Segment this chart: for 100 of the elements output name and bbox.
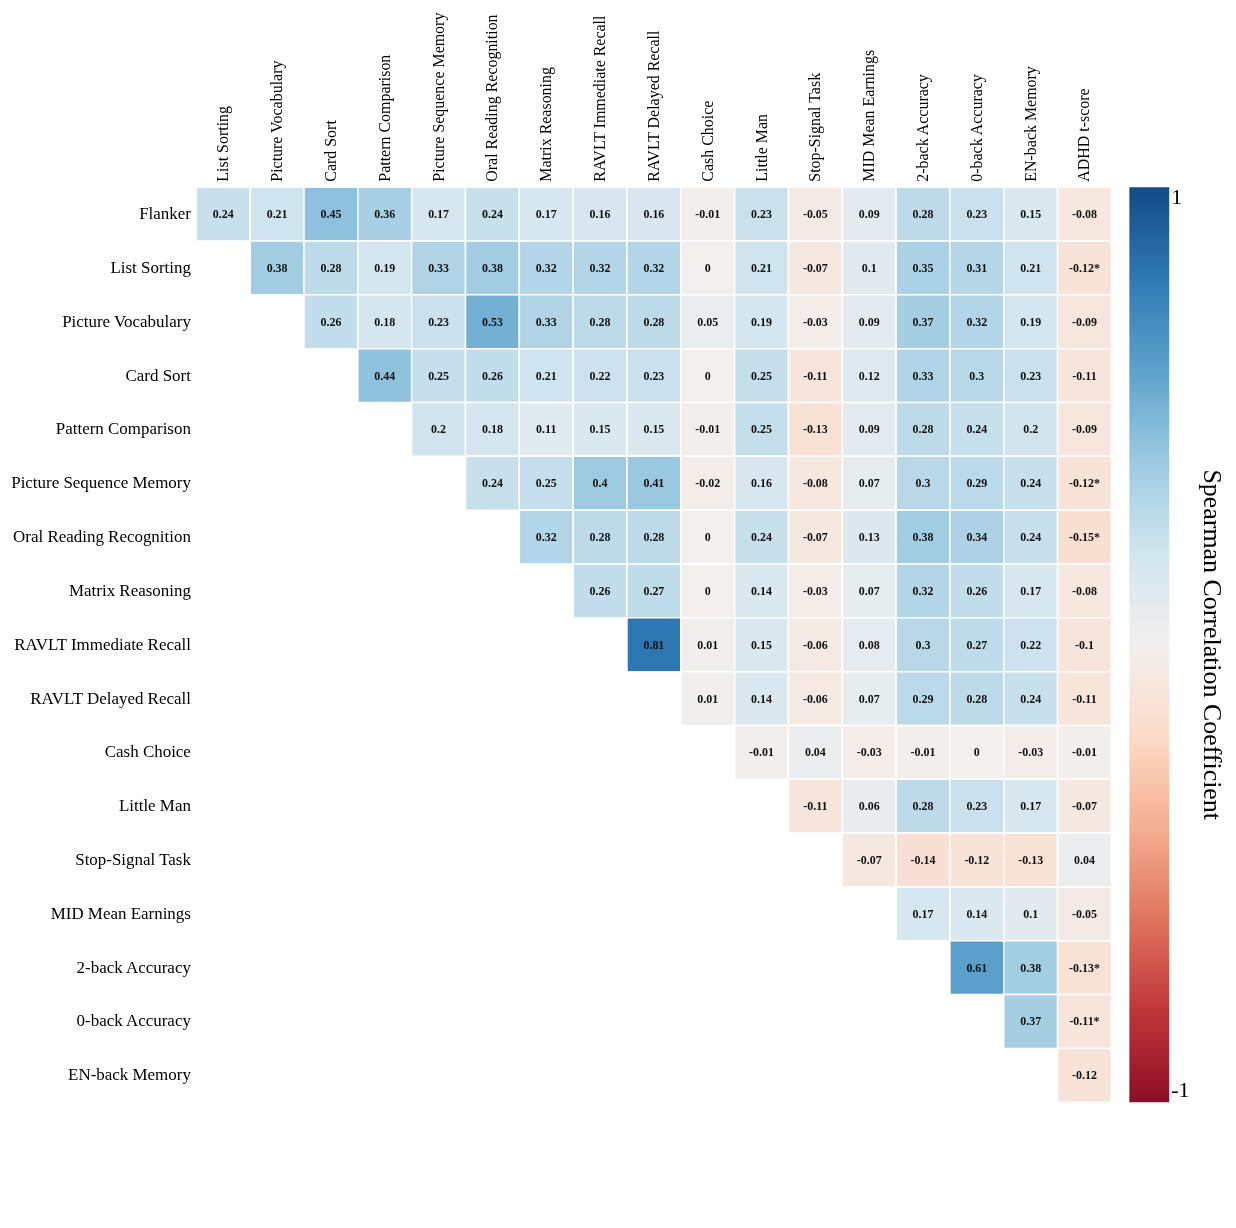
data-label: 0.14 xyxy=(966,906,988,921)
x-tick-label: ADHD t-score xyxy=(1075,88,1093,182)
data-label: 0.06 xyxy=(858,799,880,814)
data-label: 0.26 xyxy=(481,368,503,383)
color-bar-title: Spearman Correlation Coefficient xyxy=(1198,469,1228,821)
y-tick-label: 0-back Accuracy xyxy=(76,1011,192,1031)
data-label: 0.38 xyxy=(266,260,288,275)
data-label: -0.07 xyxy=(1072,799,1097,814)
data-label: -0.06 xyxy=(802,637,828,652)
data-label: 0.32 xyxy=(589,260,611,275)
x-tick-label: Stop-Signal Task xyxy=(806,72,825,182)
y-tick-label: Pattern Comparison xyxy=(55,419,192,439)
data-label: -0.07 xyxy=(802,530,828,545)
data-label: 0.41 xyxy=(643,476,665,491)
data-label: 0.24 xyxy=(1020,476,1042,491)
data-label: 0.19 xyxy=(374,260,396,275)
x-tick-label: Little Man xyxy=(752,113,770,182)
data-label: -0.06 xyxy=(802,691,828,706)
data-label: 0.17 xyxy=(1020,799,1042,814)
data-label: 0.21 xyxy=(751,260,773,275)
data-label: 0.28 xyxy=(589,314,611,329)
data-label: -0.07 xyxy=(802,260,828,275)
x-tick-label: Picture Sequence Memory xyxy=(429,12,448,182)
data-label: 0.04 xyxy=(1074,853,1095,868)
y-tick-label: Picture Vocabulary xyxy=(62,311,192,331)
x-tick-label: Oral Reading Recognition xyxy=(483,14,502,182)
data-label: 0.2 xyxy=(1023,422,1039,437)
data-label: 0.2 xyxy=(431,422,447,437)
data-label: 0.16 xyxy=(751,476,773,491)
data-label: 0.81 xyxy=(643,637,665,652)
data-label: 0.23 xyxy=(1020,368,1042,383)
data-label: 0.09 xyxy=(858,207,880,222)
y-tick-label: Card Sort xyxy=(125,365,192,385)
data-label: 0.23 xyxy=(966,207,988,222)
data-label: 0.33 xyxy=(428,260,450,275)
data-label: -0.09 xyxy=(1072,422,1097,437)
data-label: 0.13 xyxy=(858,530,880,545)
data-label: 0.14 xyxy=(751,583,773,598)
x-tick-label: MID Mean Earnings xyxy=(860,49,879,182)
color-bar-label: 1 xyxy=(1171,184,1183,210)
x-tick-label: 0-back Accuracy xyxy=(967,74,986,182)
data-label: 0.21 xyxy=(266,207,288,222)
data-label: 0.34 xyxy=(966,530,988,545)
data-label: -0.15* xyxy=(1069,530,1100,545)
data-label: 0.23 xyxy=(966,799,988,814)
data-label: -0.05 xyxy=(1072,906,1097,921)
data-label: 0 xyxy=(973,745,980,760)
data-label: 0.18 xyxy=(481,422,503,437)
data-label: 0.38 xyxy=(1020,960,1042,975)
data-label: 0.07 xyxy=(858,476,880,491)
data-label: -0.1 xyxy=(1075,637,1094,652)
data-label: 0.01 xyxy=(697,637,719,652)
y-tick-label: Stop-Signal Task xyxy=(75,850,192,869)
data-label: -0.03 xyxy=(1018,745,1044,760)
data-label: 0.33 xyxy=(912,368,934,383)
data-label: 0.45 xyxy=(320,207,342,222)
data-label: 0.26 xyxy=(320,314,342,329)
data-label: 0.28 xyxy=(966,691,988,706)
data-label: -0.01 xyxy=(910,745,936,760)
data-label: 0.26 xyxy=(589,583,611,598)
data-label: 0.11 xyxy=(536,422,557,437)
data-label: 0.27 xyxy=(643,583,665,598)
data-label: 0.28 xyxy=(912,422,934,437)
data-label: 0.24 xyxy=(212,207,234,222)
data-label: -0.08 xyxy=(1072,583,1097,598)
data-label: 0.1 xyxy=(1023,906,1039,921)
data-label: 0.32 xyxy=(643,260,665,275)
data-label: 0.15 xyxy=(643,422,665,437)
data-label: 0.19 xyxy=(751,314,773,329)
data-label: -0.03 xyxy=(802,314,828,329)
y-tick-label: Oral Reading Recognition xyxy=(13,527,192,547)
x-tick-label: RAVLT Delayed Recall xyxy=(644,30,663,182)
data-label: 0.07 xyxy=(858,583,880,598)
data-label: -0.07 xyxy=(856,853,882,868)
x-tick-label: Card Sort xyxy=(321,119,339,182)
data-label: 0.17 xyxy=(428,207,450,222)
data-label: 0.37 xyxy=(1020,1014,1042,1029)
data-label: 0.12 xyxy=(858,368,880,383)
data-label: 0.24 xyxy=(966,422,988,437)
data-label: 0.24 xyxy=(751,530,773,545)
data-label: 0.23 xyxy=(643,368,665,383)
data-label: -0.11* xyxy=(1069,1014,1100,1029)
data-label: 0.01 xyxy=(697,691,719,706)
data-label: 0.24 xyxy=(1020,691,1042,706)
data-label: -0.11 xyxy=(803,368,828,383)
data-label: -0.02 xyxy=(695,476,721,491)
data-label: 0.28 xyxy=(589,530,611,545)
data-label: 0.53 xyxy=(481,314,503,329)
data-label: -0.12* xyxy=(1069,260,1100,275)
data-label: -0.08 xyxy=(802,476,828,491)
data-label: -0.14 xyxy=(910,853,936,868)
data-label: -0.05 xyxy=(802,207,828,222)
data-label: 0.25 xyxy=(535,476,557,491)
data-label: 0.38 xyxy=(481,260,503,275)
data-label: 0.37 xyxy=(912,314,934,329)
x-tick-label: 2-back Accuracy xyxy=(914,74,932,182)
data-label: 0.32 xyxy=(535,260,557,275)
data-label: 0.35 xyxy=(912,260,934,275)
data-label: 0.28 xyxy=(320,260,342,275)
x-tick-label: Matrix Reasoning xyxy=(537,67,556,182)
